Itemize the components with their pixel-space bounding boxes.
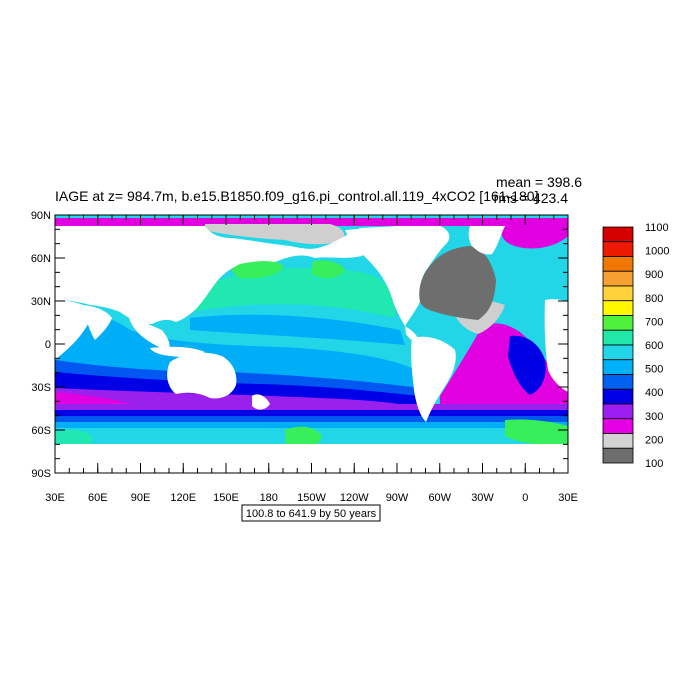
longitude-axis: 30E 60E 90E 120E 150E 180 150W 120W 90W 60W 30W 0 30… (45, 215, 578, 504)
lon-tick-label: 30E (558, 492, 578, 504)
colorbar-swatch (602, 344, 634, 361)
lon-tick-label: 30E (45, 492, 65, 504)
colorbar-swatch (602, 359, 634, 375)
colorbar-swatch (602, 447, 634, 464)
lon-tick-label: 90W (386, 492, 409, 504)
land-australia (167, 352, 237, 399)
colorbar-swatch (602, 315, 634, 331)
colorbar: 1100 1000 900 800 700 600 500 400 300 200 100 (602, 222, 669, 470)
land-north-america (345, 226, 450, 326)
colorbar-swatch (602, 388, 634, 405)
colorbar-swatch (602, 403, 634, 420)
land-greenland (468, 226, 505, 255)
lon-tick-label: 30W (471, 492, 494, 504)
colorbar-swatch (602, 329, 634, 346)
colorbar-swatch (602, 270, 634, 287)
north-pacific-green-2 (312, 260, 345, 279)
colorbar-swatch (602, 374, 634, 390)
stat-rms: rms = 423.4 (494, 190, 569, 206)
lon-tick-label: 0 (522, 492, 528, 504)
atlantic-north-dark (417, 246, 496, 320)
colorbar-label: 400 (645, 387, 663, 399)
colorbar-label: 800 (645, 293, 663, 305)
lon-tick-label: 180 (260, 492, 278, 504)
colorbar-label: 1000 (645, 246, 669, 258)
lon-tick-label: 150W (297, 492, 326, 504)
colorbar-label: 200 (645, 434, 663, 446)
land-south-america (411, 336, 456, 422)
pacific-aqua-band (190, 267, 395, 318)
colorbar-swatch (602, 226, 634, 243)
stat-mean: mean = 398.6 (496, 174, 582, 190)
southern-blue-ring (55, 410, 568, 418)
southern-midblue-ring (55, 416, 568, 424)
land-se-asia (128, 314, 170, 350)
colorbar-label: 1100 (645, 222, 669, 234)
colorbar-swatch (602, 241, 634, 257)
land-africa (55, 300, 92, 360)
lon-tick-label: 90E (131, 492, 151, 504)
lat-tick-label: 30S (31, 382, 51, 394)
antarctic-aqua (55, 429, 92, 444)
colorbar-swatch (602, 300, 634, 316)
lon-tick-label: 120E (170, 492, 196, 504)
colorbar-swatch (602, 285, 634, 302)
antarctic-green-1 (285, 426, 322, 449)
land-eurasia (55, 226, 400, 324)
lon-tick-label: 120W (340, 492, 369, 504)
lon-tick-label: 150E (213, 492, 239, 504)
lat-tick-label: 90S (31, 468, 51, 480)
antarctic-green-2 (505, 419, 568, 445)
colorbar-label: 100 (645, 458, 663, 470)
lat-tick-label: 30N (31, 296, 51, 308)
lat-tick-label: 90N (31, 210, 51, 222)
land-new-zealand (252, 394, 270, 410)
colorbar-swatch (602, 433, 634, 449)
map-field (55, 215, 568, 473)
north-pacific-green (231, 258, 284, 279)
colorbar-swatch (602, 256, 634, 272)
colorbar-label: 500 (645, 364, 663, 376)
range-label: 100.8 to 641.9 by 50 years (246, 508, 377, 520)
lat-tick-label: 60N (31, 253, 51, 265)
southern-sky-ring (55, 422, 568, 430)
colorbar-swatch (602, 418, 634, 434)
lat-tick-label: 0 (45, 339, 51, 351)
plot-title: IAGE at z= 984.7m, b.e15.B1850.f09_g16.p… (55, 188, 538, 204)
southern-purple-ring (55, 404, 568, 412)
arctic-magenta-atlantic (501, 222, 568, 249)
land-africa-east (544, 299, 568, 392)
latitude-axis: 90N 60N 30N 0 30S 60S 90S (31, 210, 568, 480)
colorbar-label: 300 (645, 411, 663, 423)
arctic-gray (205, 224, 345, 245)
atlantic-blue-tongue (508, 335, 546, 395)
lat-tick-label: 60S (31, 425, 51, 437)
southern-magenta-indian (55, 392, 132, 407)
colorbar-label: 600 (645, 340, 663, 352)
range-box (241, 504, 381, 522)
lon-tick-label: 60E (88, 492, 108, 504)
colorbar-label: 900 (645, 269, 663, 281)
lon-tick-label: 60W (428, 492, 451, 504)
colorbar-label: 700 (645, 316, 663, 328)
equatorial-sky (190, 314, 405, 345)
